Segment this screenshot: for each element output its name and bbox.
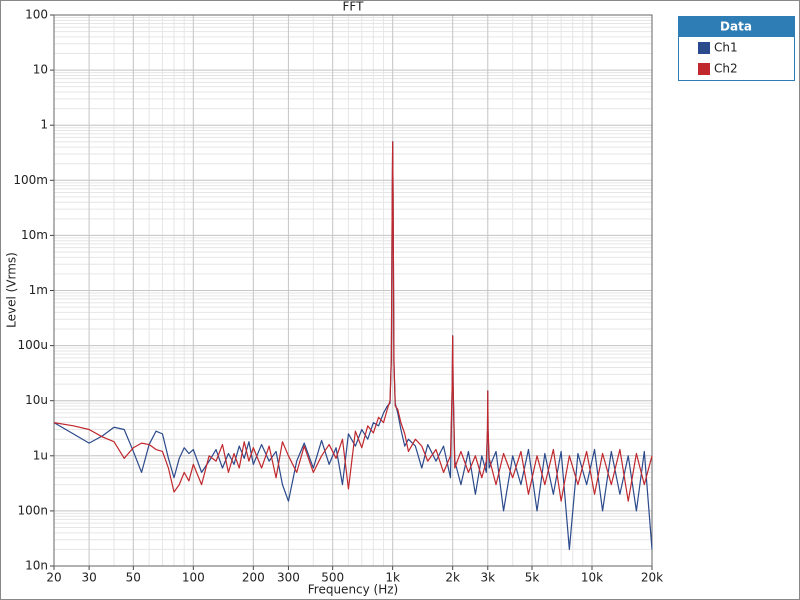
y-tick-label: 1 [40, 118, 48, 132]
y-tick-label: 1m [29, 283, 48, 297]
x-tick-label: 3k [480, 571, 495, 585]
x-tick-label: 5k [525, 571, 540, 585]
legend-label: Ch2 [714, 62, 738, 76]
x-tick-label: 200 [242, 571, 265, 585]
x-tick-label: 1k [385, 571, 400, 585]
x-tick-label: 20k [641, 571, 663, 585]
legend-header [679, 17, 794, 37]
y-tick-label: 10n [25, 559, 48, 573]
legend-title: Data [720, 20, 752, 34]
legend: Data Ch1 Ch2 [678, 16, 795, 81]
y-tick-label: 100 [25, 8, 48, 22]
y-tick-label: 100m [13, 173, 48, 187]
x-tick-label: 20 [46, 571, 61, 585]
legend-swatch [698, 42, 710, 54]
x-tick-label: 300 [277, 571, 300, 585]
x-tick-label: 2k [445, 571, 460, 585]
chart-title: FFT [343, 0, 365, 14]
grid [53, 14, 653, 567]
x-tick-label: 30 [81, 571, 96, 585]
legend-label: Ch1 [714, 41, 738, 55]
legend-swatch [698, 63, 710, 75]
plot-border [53, 14, 653, 567]
y-tick-label: 100u [17, 338, 48, 352]
y-axis-label: Level (Vrms) [5, 252, 19, 328]
x-axis-label: Frequency (Hz) [308, 583, 399, 597]
y-tick-label: 10 [33, 63, 48, 77]
y-tick-label: 100n [17, 503, 48, 517]
y-tick-label: 10m [21, 228, 48, 242]
x-tick-label: 50 [126, 571, 141, 585]
y-tick-label: 10u [25, 393, 48, 407]
series-line [53, 141, 653, 502]
x-tick-label: 500 [321, 571, 344, 585]
y-tick-label: 1u [33, 448, 48, 462]
x-tick-label: 100 [182, 571, 205, 585]
x-tick-label: 10k [581, 571, 603, 585]
